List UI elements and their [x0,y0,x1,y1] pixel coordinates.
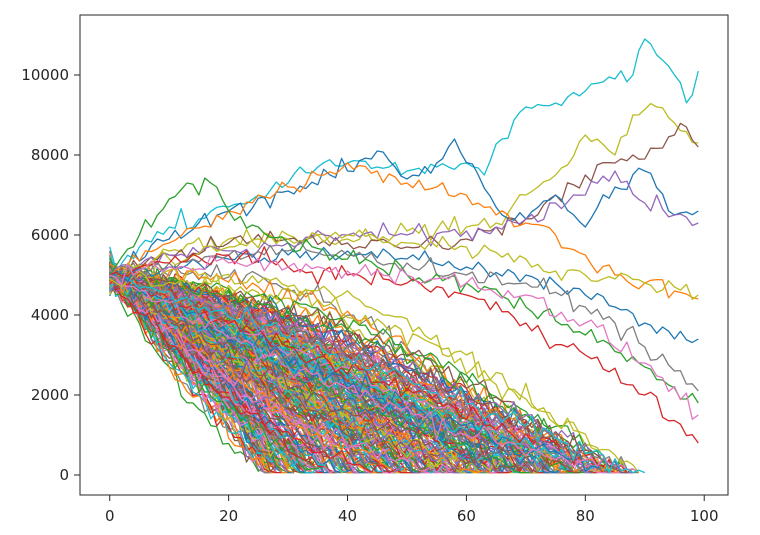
series-line [109,268,640,474]
plot-frame [79,14,729,496]
series-line [109,276,633,474]
series-line-survivor [109,246,699,344]
series-line [109,261,419,474]
series-layer [109,38,699,474]
series-line-survivor [109,38,699,281]
series-line [109,282,336,474]
series-line [109,272,646,474]
series-line [109,271,443,474]
series-line-survivor [109,177,699,404]
x-axis: 0 20 40 60 80 100 [105,495,719,525]
series-line [109,271,331,474]
series-line [109,271,640,474]
y-tick-label: 2000 [31,386,69,404]
x-tick-label: 0 [105,507,115,525]
series-line-survivor [109,255,699,420]
series-line-survivor [109,122,699,276]
series-line [109,255,325,474]
series-line-survivor [109,229,699,301]
series-line [109,272,627,474]
series-line [109,260,628,473]
series-line [109,265,633,474]
series-line [109,276,503,474]
series-line-survivor [109,162,699,300]
series-line [109,270,640,473]
y-tick-label: 10000 [21,66,69,84]
series-line [109,281,271,474]
y-tick-label: 0 [59,466,69,484]
series-line [109,262,544,474]
series-line-survivor [109,138,699,276]
series-line [109,271,467,474]
y-tick-label: 8000 [31,146,69,164]
x-tick-label: 80 [576,507,595,525]
series-line [109,270,639,474]
series-line [109,265,574,474]
x-tick-label: 40 [338,507,357,525]
x-tick-label: 20 [219,507,238,525]
y-tick-label: 6000 [31,226,69,244]
x-tick-label: 60 [457,507,476,525]
x-tick-label: 100 [690,507,719,525]
y-tick-label: 4000 [31,306,69,324]
y-axis: 0 2000 4000 6000 8000 10000 [21,66,80,484]
series-line-survivor [109,170,699,276]
series-line-survivor [109,240,699,392]
